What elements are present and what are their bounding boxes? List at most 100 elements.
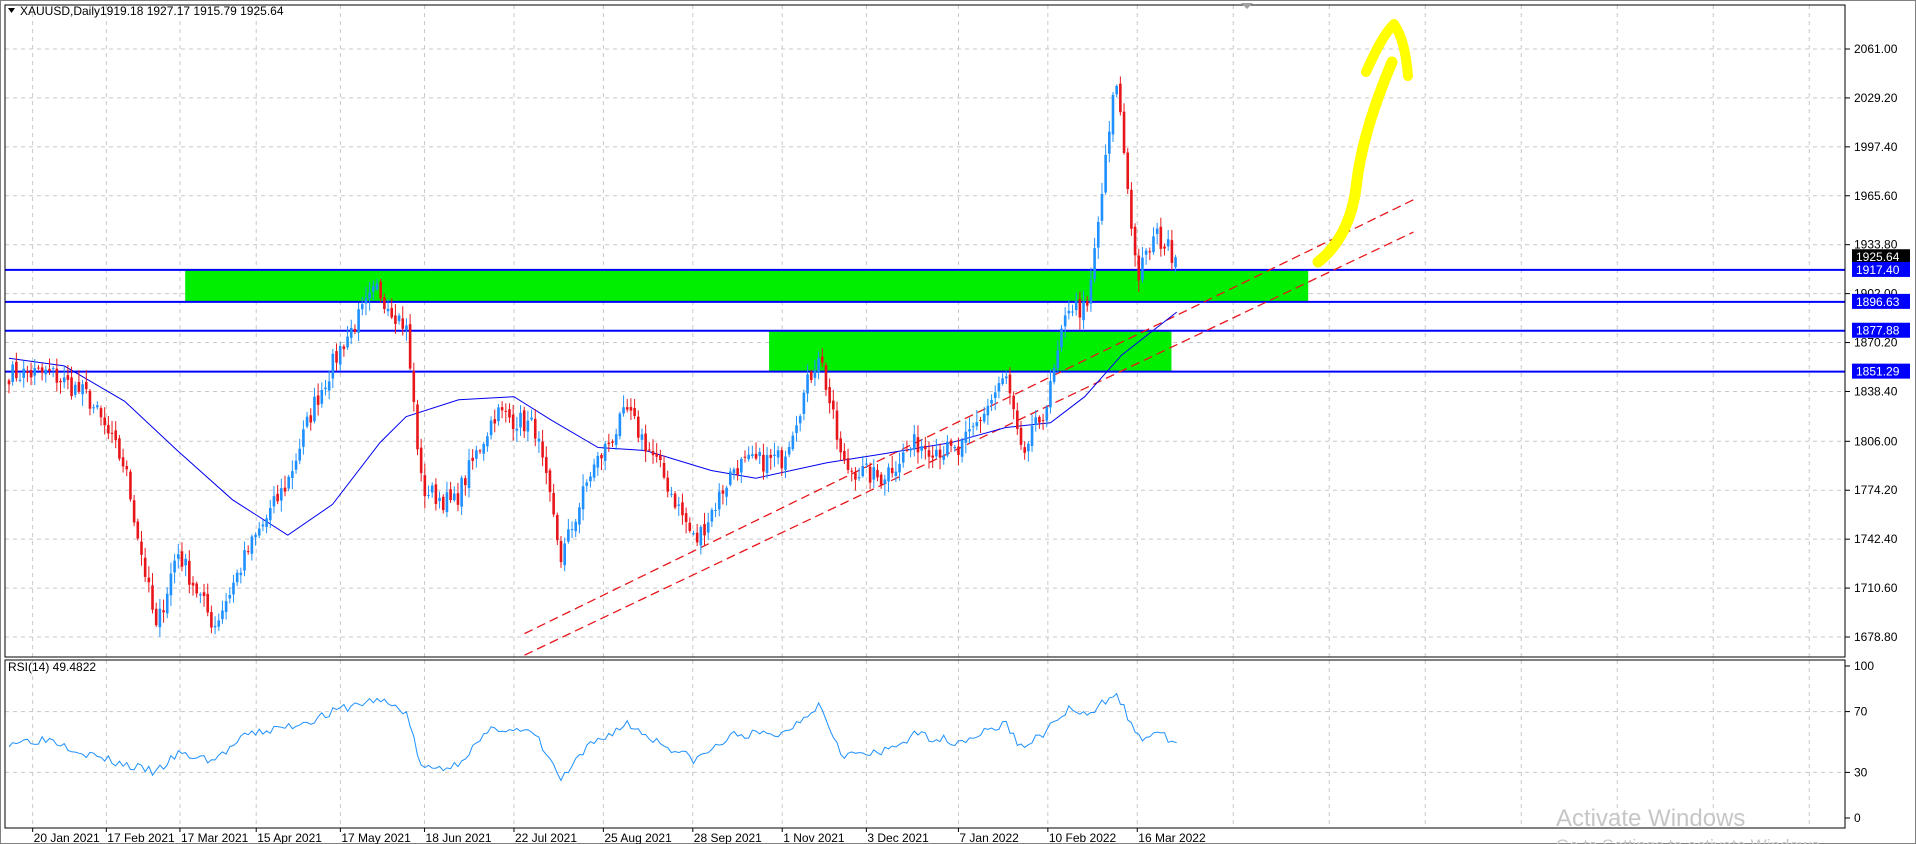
x-tick-label: 17 May 2021 xyxy=(341,831,411,844)
candle-body xyxy=(169,573,173,596)
candle-body xyxy=(51,368,55,370)
candle-body xyxy=(747,454,750,460)
candle-body xyxy=(84,381,88,390)
candle-body xyxy=(254,534,257,538)
candle-body xyxy=(456,493,460,505)
candle-body xyxy=(1115,85,1118,95)
candle-body xyxy=(188,560,191,585)
candle-body xyxy=(758,452,762,457)
candle-body xyxy=(464,478,467,486)
candle-body xyxy=(96,405,99,408)
candle-body xyxy=(725,487,728,497)
y-tick-label: 1965.60 xyxy=(1854,189,1898,203)
candle-body xyxy=(592,464,596,478)
candle-body xyxy=(66,375,70,380)
candle-body xyxy=(1137,255,1141,281)
candle-body xyxy=(1133,226,1137,256)
candle-body xyxy=(835,410,839,440)
candle-body xyxy=(467,460,471,489)
candle-body xyxy=(813,370,817,378)
candle-body xyxy=(394,315,397,324)
candle-body xyxy=(1012,395,1015,410)
x-tick-label: 18 Jun 2021 xyxy=(426,831,492,844)
candle-body xyxy=(416,404,419,450)
candle-body xyxy=(1016,410,1019,429)
y-tick-label: 1806.00 xyxy=(1854,434,1898,448)
candle-body xyxy=(806,374,809,394)
symbol-label: XAUUSD,Daily xyxy=(20,4,100,18)
candle-body xyxy=(585,482,589,486)
candle-body xyxy=(1148,251,1152,253)
candle-body xyxy=(865,463,868,465)
candle-body xyxy=(162,610,165,613)
candle-body xyxy=(846,458,850,470)
trendline[interactable] xyxy=(524,231,1414,656)
candle-body xyxy=(452,493,456,501)
candle-body xyxy=(434,484,438,505)
candle-body xyxy=(662,462,666,478)
candle-body xyxy=(99,408,103,418)
candle-body xyxy=(909,448,912,451)
yellow-arrow-shaft xyxy=(1312,56,1398,268)
candle-body xyxy=(235,572,239,583)
candle-body xyxy=(140,541,143,555)
level-price-tag xyxy=(1852,363,1910,379)
rsi-label: RSI(14) 49.4822 xyxy=(8,660,96,674)
candle-body xyxy=(228,595,232,599)
candle-body xyxy=(765,455,769,474)
candle-body xyxy=(59,380,62,383)
candle-body xyxy=(176,554,180,559)
candle-body xyxy=(77,382,81,392)
candle-body xyxy=(327,381,331,391)
support-zone-2[interactable] xyxy=(769,330,1172,372)
candle-body xyxy=(221,610,224,620)
candle-body xyxy=(316,395,320,405)
trendline[interactable] xyxy=(524,199,1414,635)
candle-body xyxy=(40,367,44,373)
candle-body xyxy=(773,454,776,456)
candle-body xyxy=(265,518,268,527)
y-tick-label: 1870.20 xyxy=(1854,336,1898,350)
candle-body xyxy=(482,443,486,454)
candle-body xyxy=(526,420,530,432)
level-price-label: 1877.88 xyxy=(1856,324,1900,338)
candle-body xyxy=(497,407,500,422)
candle-body xyxy=(475,450,478,459)
candle-body xyxy=(883,479,887,484)
candle-body xyxy=(405,325,408,331)
candle-body xyxy=(1019,427,1023,445)
candle-body xyxy=(202,592,206,597)
candle-body xyxy=(769,454,773,458)
level-price-label: 1917.40 xyxy=(1856,263,1900,277)
candle-body xyxy=(291,471,294,478)
candle-body xyxy=(1122,111,1126,153)
support-zone-1[interactable] xyxy=(185,269,1309,302)
candle-body xyxy=(165,593,169,614)
yellow-arrow-head xyxy=(1361,19,1413,81)
candle-body xyxy=(644,433,647,452)
candle-body xyxy=(894,471,898,476)
candle-body xyxy=(110,432,114,434)
candle-body xyxy=(224,601,228,613)
candle-body xyxy=(55,368,59,383)
candle-body xyxy=(1027,443,1030,452)
candle-body xyxy=(1089,279,1093,304)
candle-body xyxy=(37,367,40,369)
candle-body xyxy=(681,502,684,516)
candle-body xyxy=(217,620,221,627)
candle-body xyxy=(673,493,677,508)
candle-body xyxy=(728,471,732,485)
candle-body xyxy=(1144,250,1148,255)
candle-body xyxy=(832,400,835,410)
candle-body xyxy=(232,582,235,595)
candle-body xyxy=(684,513,688,523)
moving-average-line xyxy=(8,311,1178,536)
dropdown-triangle-icon[interactable] xyxy=(8,8,15,13)
candle-body xyxy=(931,455,934,458)
candle-body xyxy=(938,449,942,458)
candle-body xyxy=(677,504,681,506)
candle-body xyxy=(857,477,861,479)
candle-body xyxy=(1170,240,1174,263)
price-pane-frame xyxy=(4,4,1846,658)
